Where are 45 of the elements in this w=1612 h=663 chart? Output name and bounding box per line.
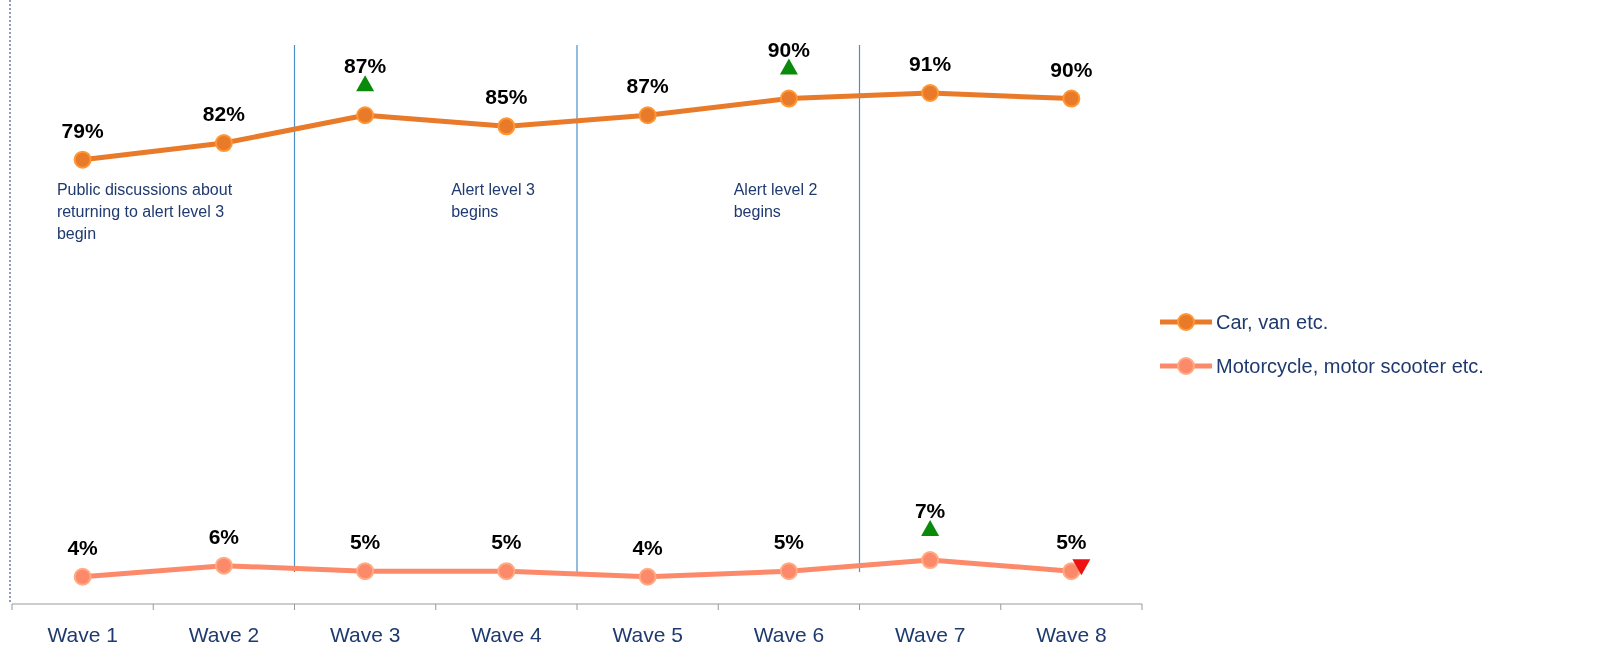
point xyxy=(356,562,375,581)
legend-label: Motorcycle, motor scooter etc. xyxy=(1216,355,1484,377)
data-label: 7% xyxy=(914,499,946,523)
point xyxy=(214,556,233,575)
x-tick-label: Wave 6 xyxy=(753,623,825,646)
point xyxy=(921,551,940,570)
point xyxy=(779,89,798,108)
data-label: 90% xyxy=(1050,57,1093,81)
data-label: 5% xyxy=(349,530,381,554)
data-label: 85% xyxy=(485,85,528,109)
data-label: 87% xyxy=(344,54,387,78)
data-label: 79% xyxy=(61,118,104,142)
x-tick-label: Wave 5 xyxy=(612,623,683,646)
point xyxy=(1062,89,1081,108)
point xyxy=(1062,562,1081,581)
point xyxy=(779,562,798,581)
point xyxy=(638,106,657,125)
x-tick-label: Wave 7 xyxy=(894,623,966,646)
annotation: Alert level 3 begins xyxy=(451,181,535,220)
data-label: 5% xyxy=(1056,530,1087,554)
data-label: 87% xyxy=(626,74,669,98)
point xyxy=(497,562,516,581)
point xyxy=(921,84,940,102)
point xyxy=(638,567,657,586)
x-tick-label: Wave 4 xyxy=(471,623,542,646)
data-label: 82% xyxy=(202,102,246,126)
legend-label: Car, van etc. xyxy=(1216,311,1329,333)
point xyxy=(73,567,92,586)
point xyxy=(497,117,516,136)
annotation: Public discussions about returning to alert level 3 begin xyxy=(56,181,233,242)
data-label: 5% xyxy=(773,530,805,554)
data-label: 4% xyxy=(632,535,664,559)
data-label: 6% xyxy=(208,524,240,548)
annotation: Alert level 2 begins xyxy=(733,181,818,220)
data-label: 90% xyxy=(767,37,811,61)
point xyxy=(356,106,375,125)
x-tick-label: Wave 1 xyxy=(47,623,118,646)
point xyxy=(214,134,233,153)
x-tick-label: Wave 8 xyxy=(1036,623,1107,646)
data-label: 91% xyxy=(909,52,952,75)
x-tick-label: Wave 3 xyxy=(329,623,401,646)
x-tick-label: Wave 2 xyxy=(188,623,260,646)
point xyxy=(73,150,92,169)
data-label: 4% xyxy=(67,535,99,559)
data-label: 5% xyxy=(491,530,522,554)
